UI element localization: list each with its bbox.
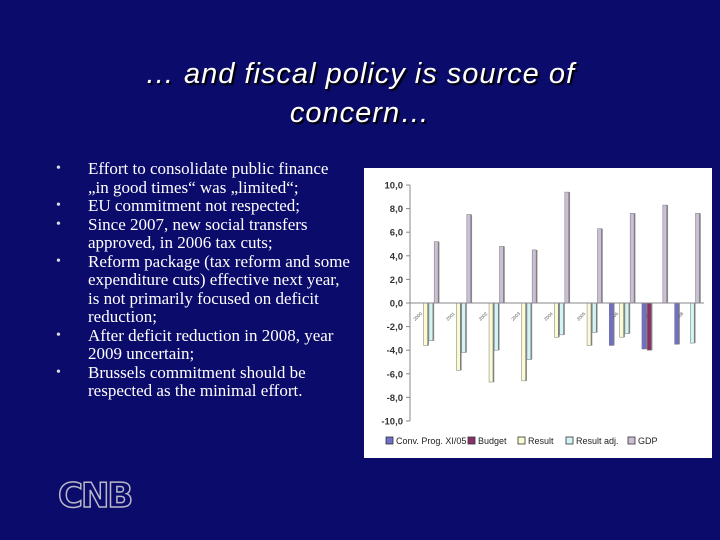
bar-side (568, 192, 571, 303)
bar-side (427, 303, 429, 346)
bar (461, 302, 466, 353)
bar (619, 302, 624, 338)
legend-swatch (627, 436, 636, 445)
bar (597, 228, 602, 304)
bar-side (498, 303, 500, 351)
bullet-list: Effort to consolidate public finance „in… (56, 159, 356, 401)
bar-side (438, 241, 440, 303)
legend-swatch (517, 436, 526, 445)
y-tick-label: -4,0 (387, 346, 403, 357)
bar-side (623, 303, 625, 338)
bullet: Brussels commitment should be respected … (56, 363, 350, 401)
x-tick-label: 2001 (445, 311, 456, 322)
legend-label: Result adj. (576, 436, 619, 446)
bar-side (503, 246, 505, 303)
bar (646, 302, 652, 351)
legend-swatch (385, 436, 394, 445)
bar (494, 302, 499, 351)
bar-side (645, 303, 648, 350)
bullet: Since 2007, new social transfers approve… (56, 215, 350, 253)
y-tick-label: -8,0 (387, 393, 403, 404)
bar-side (678, 303, 680, 345)
bar (428, 302, 434, 342)
bar-side (628, 303, 631, 334)
legend-label: Budget (478, 436, 507, 446)
bar-side (558, 303, 560, 338)
x-tick-label: 2004 (543, 311, 554, 322)
bar-side (634, 213, 636, 303)
bar (559, 302, 564, 336)
bar (609, 302, 614, 346)
bar (488, 302, 494, 383)
bar-side (596, 303, 598, 333)
bar (466, 214, 472, 304)
bar-side (651, 303, 653, 351)
bar-side (460, 303, 462, 371)
bar (641, 302, 647, 350)
legend-label: Conv. Prog. XI/05 (396, 436, 466, 446)
bullet: Effort to consolidate public finance „in… (56, 159, 350, 197)
bar-side (525, 303, 527, 381)
x-tick-label: 2005 (576, 311, 587, 322)
y-tick-label: 4,0 (390, 251, 403, 262)
bar (662, 204, 668, 304)
y-tick-label: 0,0 (390, 299, 403, 310)
bar (695, 213, 700, 304)
x-tick-label: 2002 (478, 311, 489, 322)
bar (564, 191, 570, 304)
bar (531, 249, 537, 304)
legend-swatch (467, 436, 476, 445)
y-tick-label: -2,0 (387, 322, 403, 333)
logo: CNB (57, 475, 134, 517)
bar (690, 302, 695, 344)
bar-side (699, 213, 701, 303)
bullet: Reform package (tax reform and some expe… (56, 252, 350, 327)
y-tick-label: 2,0 (390, 275, 403, 286)
y-tick-label: -10,0 (381, 417, 403, 428)
x-tick-label: 2003 (510, 311, 521, 322)
bar-side (470, 214, 473, 303)
legend-label: GDP (638, 436, 658, 446)
bar (521, 302, 526, 382)
chart: -10,0 -8,0 -6,0 -4,0 -2,0 0,0 2,0 4,0 6,0 8,0 10,0… (364, 168, 712, 458)
bar (526, 302, 532, 360)
bar-side (432, 303, 435, 341)
bar (499, 246, 504, 304)
bar (629, 213, 635, 304)
bar-side (590, 303, 593, 346)
bar (456, 302, 461, 371)
bar (433, 241, 439, 304)
bar-side (601, 228, 603, 303)
chart-background (364, 168, 712, 458)
bar-side (536, 249, 538, 303)
y-tick-label: 10,0 (385, 181, 404, 192)
x-tick-label: 2000 (412, 311, 423, 322)
bar-side (613, 303, 615, 346)
bar-side (530, 303, 533, 360)
bar-side (694, 303, 696, 344)
slide-title: … and fiscal policy is source of concern… (144, 58, 576, 129)
y-tick-label: 6,0 (390, 228, 403, 239)
legend-swatch (565, 436, 574, 445)
bar-side (465, 303, 467, 353)
bar (586, 302, 592, 346)
bar-side (666, 205, 669, 303)
bar (554, 302, 559, 338)
bullet: EU commitment not respected; (56, 196, 350, 216)
legend-label: Result (528, 436, 554, 446)
bar-side (563, 303, 565, 335)
y-tick-label: 8,0 (390, 204, 403, 215)
bar (624, 302, 630, 334)
y-tick-label: -6,0 (387, 369, 403, 380)
bar (674, 302, 679, 345)
bullet: After deficit reduction in 2008, year 20… (56, 326, 350, 364)
bar (423, 302, 428, 346)
bar (592, 302, 597, 333)
bar-side (492, 303, 495, 383)
